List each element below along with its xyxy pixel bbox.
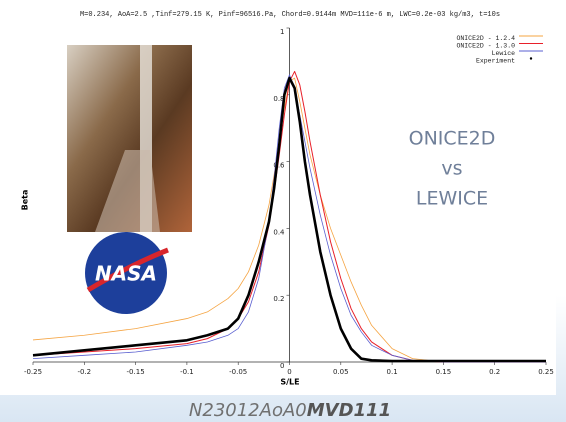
legend-label: Lewice [492,50,516,57]
logo-swoosh [86,247,169,293]
x-tick-label: -0.2 [77,368,91,376]
y-tick-label: 0.4 [273,228,285,236]
x-tick-label: 0 [287,368,291,376]
y-tick-label: 1 [280,28,284,36]
series-line [32,76,546,363]
x-tick-label: 0.15 [436,368,452,376]
legend-label: ONICE2D - 1.2.4 [456,35,515,42]
logo-circle [85,232,167,314]
legend-label: Experiment [476,58,515,65]
series-line [32,77,546,363]
x-axis-label: S/LE [280,378,299,387]
x-tick-label: -0.05 [229,368,247,376]
y-tick-label: 0 [280,362,284,370]
caption-text: N23012AoA0 [189,400,307,421]
x-tick-label: 0.2 [489,368,500,376]
x-tick-label: 0.1 [387,368,398,376]
y-axis-label: Beta [21,190,30,211]
nasa-logo: NASA [85,232,169,314]
x-tick-label: 0.05 [333,368,349,376]
x-tick-label: -0.15 [127,368,145,376]
annotation: LEWICE [416,188,488,210]
x-tick-label: 0.25 [538,368,554,376]
y-tick-label: 0.6 [273,162,285,170]
annotation: vs [441,158,462,180]
legend-marker [529,57,533,60]
y-tick-label: 0.8 [273,95,284,103]
caption: N23012AoA0MVD111 [189,400,391,421]
x-tick-label: -0.25 [24,368,42,376]
chart-title: M=0.234, AoA=2.5 ,Tinf=279.15 K, Pinf=96… [80,11,500,19]
annotation: ONICE2D [409,128,496,150]
y-tick-label: 0.2 [273,295,284,303]
caption-bold: MVD111 [307,400,391,421]
photo [67,45,192,232]
photo-detail [95,150,160,232]
legend-label: ONICE2D - 1.3.0 [456,43,515,50]
logo-text: NASA [95,262,157,286]
x-tick-label: -0.1 [180,368,194,376]
